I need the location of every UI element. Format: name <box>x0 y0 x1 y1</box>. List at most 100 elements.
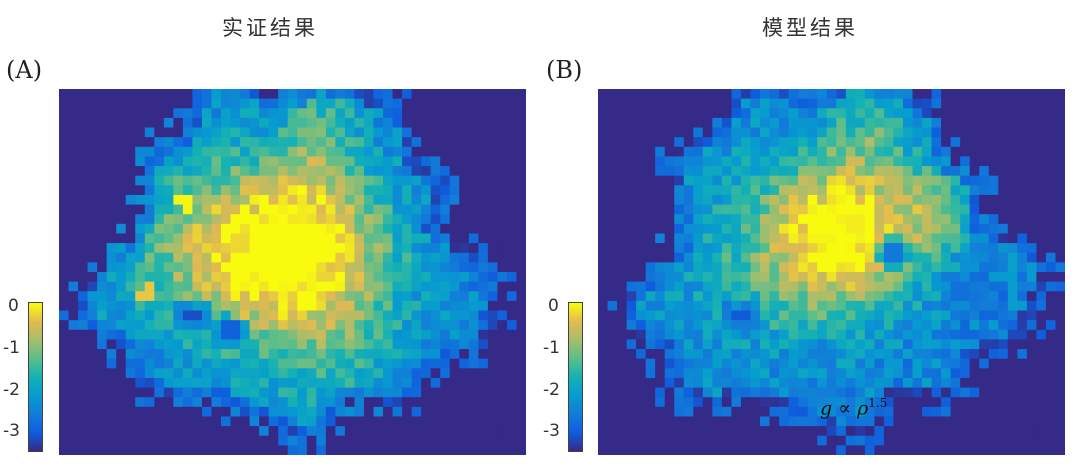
heatmap-cell <box>306 445 317 455</box>
heatmap-cell <box>325 291 336 302</box>
heatmap-cell <box>297 445 308 455</box>
heatmap-cell <box>230 243 241 254</box>
heatmap-cell <box>182 339 194 350</box>
heatmap-cell <box>97 445 108 455</box>
heatmap-cell <box>874 387 885 398</box>
heatmap-cell <box>392 329 403 341</box>
heatmap-cell <box>760 291 771 302</box>
heatmap-cell <box>826 146 837 158</box>
heatmap-cell <box>373 252 384 263</box>
heatmap-cell <box>798 214 809 225</box>
heatmap-cell <box>1007 223 1018 235</box>
heatmap-cell <box>344 117 356 129</box>
heatmap-cell <box>798 137 809 148</box>
heatmap-cell <box>750 137 761 148</box>
heatmap-cell <box>598 137 609 148</box>
heatmap-cell <box>163 137 174 148</box>
heatmap-cell <box>798 416 809 427</box>
heatmap-cell <box>826 156 837 167</box>
heatmap-cell <box>712 329 723 341</box>
heatmap-cell <box>516 243 526 254</box>
heatmap-cell <box>826 358 837 369</box>
heatmap-cell <box>335 339 346 350</box>
heatmap-cell <box>979 291 990 302</box>
heatmap-cell <box>259 252 270 263</box>
heatmap-cell <box>268 137 279 148</box>
heatmap-cell <box>116 358 127 369</box>
heatmap-cell <box>1007 387 1018 398</box>
heatmap-cell <box>674 175 685 186</box>
heatmap-cell <box>817 89 828 100</box>
heatmap-cell <box>731 117 742 129</box>
heatmap-cell <box>392 310 403 321</box>
heatmap-cell <box>478 166 489 177</box>
heatmap-cell <box>731 137 742 148</box>
heatmap-cell <box>922 416 933 427</box>
heatmap-cell <box>468 291 479 302</box>
heatmap-cell <box>645 339 656 350</box>
heatmap-cell <box>645 137 656 148</box>
heatmap-cell <box>1055 137 1065 148</box>
heatmap-cell <box>459 406 470 418</box>
heatmap-cell <box>392 291 403 302</box>
heatmap-cell <box>106 146 117 158</box>
heatmap-cell <box>306 406 317 418</box>
heatmap-cell <box>731 300 742 312</box>
heatmap-cell <box>988 146 999 158</box>
heatmap-cell <box>287 426 298 437</box>
heatmap-cell <box>240 358 251 369</box>
heatmap-cell <box>240 137 251 148</box>
heatmap-cell <box>721 368 733 379</box>
heatmap-cell <box>731 204 742 215</box>
heatmap-cell <box>182 185 194 196</box>
heatmap-cell <box>287 214 298 225</box>
colorbar-segment <box>568 369 583 373</box>
heatmap-cell <box>1045 426 1057 437</box>
heatmap-cell <box>249 156 260 167</box>
heatmap-cell <box>674 320 685 331</box>
heatmap-cell <box>411 252 422 263</box>
heatmap-cell <box>645 98 656 109</box>
heatmap-cell <box>78 233 89 244</box>
heatmap-cell <box>87 310 98 321</box>
heatmap-cell <box>626 310 637 321</box>
heatmap-cell <box>287 108 298 119</box>
heatmap-cell <box>468 252 479 263</box>
heatmap-cell <box>506 137 518 148</box>
heatmap-cell <box>516 127 526 138</box>
heatmap-cell <box>855 108 866 119</box>
heatmap-cell <box>883 339 895 350</box>
heatmap-cell <box>268 156 279 167</box>
heatmap-cell <box>373 291 384 302</box>
heatmap-cell <box>421 243 432 254</box>
heatmap-cell <box>893 368 904 379</box>
heatmap-cell <box>712 108 723 119</box>
heatmap-cell <box>344 435 356 446</box>
heatmap-cell <box>683 233 694 244</box>
heatmap-cell <box>817 137 828 148</box>
heatmap-cell <box>674 300 685 312</box>
heatmap-cell <box>645 204 656 215</box>
heatmap-cell <box>506 204 518 215</box>
heatmap-cell <box>68 377 79 389</box>
heatmap-cell <box>607 272 618 283</box>
heatmap-cell <box>817 435 828 446</box>
heatmap-cell <box>392 349 403 360</box>
heatmap-cell <box>144 127 155 138</box>
heatmap-cell <box>125 223 136 235</box>
heatmap-cell <box>363 310 375 321</box>
heatmap-cell <box>116 272 127 283</box>
heatmap-cell <box>664 262 675 273</box>
heatmap-cell <box>268 426 279 437</box>
heatmap-cell <box>268 358 279 369</box>
heatmap-cell <box>998 98 1009 109</box>
heatmap-cell <box>760 358 771 369</box>
heatmap-cell <box>154 397 165 408</box>
heatmap-cell <box>760 416 771 427</box>
heatmap-cell <box>211 377 222 389</box>
heatmap-cell <box>459 156 470 167</box>
heatmap-cell <box>335 233 346 244</box>
heatmap-cell <box>988 175 999 186</box>
heatmap-cell <box>712 397 723 408</box>
heatmap-cell <box>97 368 108 379</box>
